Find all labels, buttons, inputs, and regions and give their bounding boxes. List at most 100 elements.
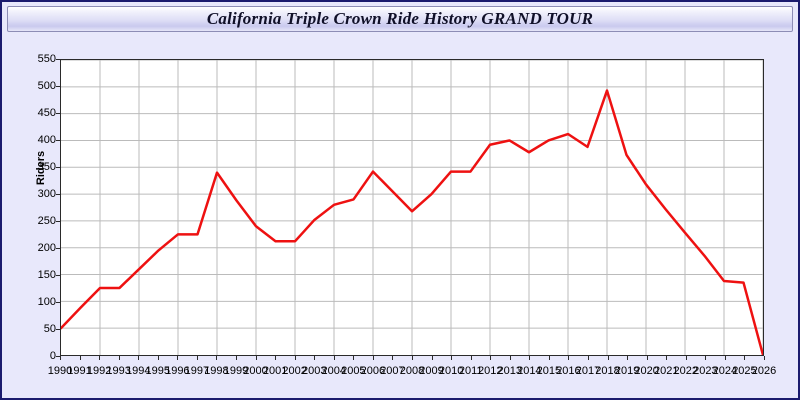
y-tick-label: 250 xyxy=(37,214,56,227)
x-tick-mark xyxy=(764,356,765,360)
x-tick-label: 1998 xyxy=(204,365,229,377)
x-tick-label: 2005 xyxy=(341,365,366,377)
x-tick-mark xyxy=(646,356,648,360)
x-tick-label: 2024 xyxy=(712,365,738,377)
x-tick-label: 2026 xyxy=(751,365,777,377)
y-tick-label: 150 xyxy=(37,268,56,281)
x-tick-label: 2022 xyxy=(673,365,698,377)
x-tick-label: 2010 xyxy=(438,365,464,377)
y-tick-label: 300 xyxy=(37,187,56,200)
y-tick-label: 100 xyxy=(37,295,56,308)
x-tick-label: 2017 xyxy=(575,365,601,377)
y-tick-mark xyxy=(56,356,61,357)
y-tick-label: 500 xyxy=(37,79,56,92)
y-tick-label: 400 xyxy=(37,133,56,146)
x-tick-label: 1994 xyxy=(125,365,151,377)
riders-line xyxy=(61,91,763,355)
x-tick-label: 2014 xyxy=(517,365,542,377)
x-tick-mark xyxy=(79,356,81,360)
x-tick-mark xyxy=(685,356,687,360)
x-tick-label: 2001 xyxy=(262,365,288,377)
grid-lines xyxy=(61,60,763,355)
x-tick-mark xyxy=(196,356,198,360)
x-tick-label: 2021 xyxy=(653,365,679,377)
x-tick-mark xyxy=(588,356,589,360)
x-tick-mark xyxy=(470,356,472,360)
y-axis-tick-labels: 0 50 100 150 200 250 300 350 400 450 500 550 xyxy=(18,53,61,361)
x-tick-mark xyxy=(431,356,433,360)
x-tick-mark xyxy=(177,356,179,360)
y-tick-label: 350 xyxy=(37,160,56,173)
x-tick-label: 1997 xyxy=(184,365,210,377)
y-tick-mark xyxy=(56,248,61,249)
x-tick-label: 2011 xyxy=(458,365,483,377)
x-tick-label: 1992 xyxy=(86,365,112,377)
x-tick-mark xyxy=(412,356,413,360)
x-tick-mark xyxy=(157,356,159,360)
x-tick-label: 2018 xyxy=(595,365,620,377)
y-tick-label: 50 xyxy=(43,322,56,335)
x-tick-mark xyxy=(275,356,277,360)
x-tick-mark xyxy=(548,356,550,360)
x-tick-mark xyxy=(568,356,570,360)
x-tick-label: 1996 xyxy=(165,365,190,377)
x-tick-mark xyxy=(138,356,140,360)
x-tick-label: 2016 xyxy=(556,365,581,377)
x-tick-mark xyxy=(392,356,394,360)
x-tick-label: 2007 xyxy=(380,365,405,377)
x-tick-label: 1991 xyxy=(67,365,92,377)
x-tick-label: 2006 xyxy=(360,365,386,377)
data-series-line xyxy=(61,60,763,355)
x-tick-label: 1999 xyxy=(223,365,249,377)
x-tick-label: 2000 xyxy=(243,365,268,377)
x-tick-label: 1993 xyxy=(106,365,131,377)
page-title: California Triple Crown Ride History GRA… xyxy=(206,9,594,28)
x-tick-mark xyxy=(451,356,453,360)
x-tick-mark xyxy=(666,356,668,360)
x-tick-label: 1990 xyxy=(47,365,73,377)
x-tick-mark xyxy=(724,356,726,360)
y-tick-label: 200 xyxy=(37,241,56,254)
x-tick-label: 2019 xyxy=(614,365,640,377)
x-tick-mark xyxy=(490,356,492,360)
x-tick-label: 2003 xyxy=(301,365,327,377)
x-tick-label: 2008 xyxy=(399,365,425,377)
y-tick-label: 550 xyxy=(37,52,56,65)
x-tick-mark xyxy=(255,356,257,360)
y-tick-mark xyxy=(56,221,61,222)
x-tick-label: 2009 xyxy=(419,365,444,377)
x-tick-label: 2015 xyxy=(536,365,562,377)
x-tick-mark xyxy=(60,356,61,360)
y-tick-mark xyxy=(56,302,61,303)
x-tick-mark xyxy=(744,356,746,360)
x-tick-mark xyxy=(529,356,531,360)
y-tick-mark xyxy=(56,194,61,195)
y-tick-mark xyxy=(56,329,61,330)
x-tick-label: 1995 xyxy=(145,365,170,377)
x-tick-mark xyxy=(372,356,374,360)
x-tick-mark xyxy=(216,356,218,360)
y-tick-mark xyxy=(56,86,61,87)
x-tick-label: 2012 xyxy=(477,365,503,377)
x-tick-label: 2025 xyxy=(732,365,757,377)
y-tick-mark xyxy=(56,167,61,168)
x-tick-mark xyxy=(118,356,120,360)
x-tick-mark xyxy=(509,356,511,360)
x-tick-label: 2004 xyxy=(321,365,346,377)
y-tick-mark xyxy=(56,59,61,60)
x-tick-mark xyxy=(607,356,609,360)
x-tick-mark xyxy=(294,356,296,360)
x-tick-label: 2020 xyxy=(634,365,659,377)
x-tick-mark xyxy=(99,356,101,360)
y-tick-mark xyxy=(56,275,61,276)
x-tick-mark xyxy=(627,356,629,360)
x-tick-mark xyxy=(333,356,335,360)
y-tick-mark xyxy=(56,113,61,114)
x-tick-label: 2013 xyxy=(497,365,522,377)
x-tick-mark xyxy=(705,356,707,360)
x-tick-mark xyxy=(236,356,237,360)
y-tick-label: 0 xyxy=(49,349,56,362)
y-tick-label: 450 xyxy=(37,106,56,119)
x-axis-tick-labels: 1990 1991 1992 1993 1994 1995 1996 1997 1998 1999… xyxy=(48,356,776,384)
